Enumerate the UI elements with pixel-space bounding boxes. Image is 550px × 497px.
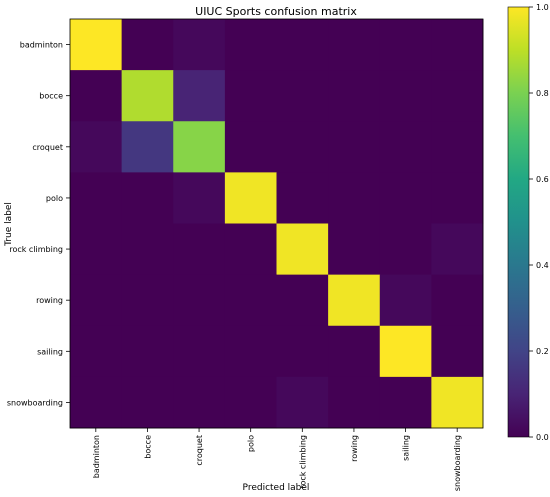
heatmap-cell — [328, 376, 381, 429]
x-tick-label: sailing — [402, 435, 411, 461]
heatmap-cell — [276, 172, 329, 224]
heatmap-cell — [70, 274, 123, 327]
heatmap-cell — [173, 274, 226, 327]
heatmap-cell — [328, 70, 381, 122]
y-tick-label: croquet — [32, 143, 63, 152]
heatmap-cell — [379, 70, 432, 122]
colorbar-ticks: 0.0 0.2 0.4 0.6 0.8 1.0 — [529, 3, 549, 442]
y-tick-label: polo — [46, 194, 63, 203]
heatmap-cell — [173, 223, 226, 276]
heatmap-cell — [224, 325, 277, 378]
heatmap-cell — [276, 325, 329, 378]
colorbar — [507, 6, 530, 438]
heatmap-cell — [431, 325, 484, 378]
heatmap-cell — [121, 121, 174, 173]
heatmap-cell — [328, 325, 381, 378]
heatmap-cell — [328, 223, 381, 276]
heatmap-cell — [328, 274, 381, 327]
heatmap-cell — [276, 121, 329, 173]
heatmap-cell — [431, 19, 484, 71]
x-tick-label: rock climbing — [298, 435, 307, 489]
y-tick-label: bocce — [39, 92, 63, 101]
heatmap-cell — [70, 19, 123, 71]
colorbar-tick-label: 0.6 — [536, 175, 549, 184]
heatmap-cell — [121, 172, 174, 224]
heatmap-cell — [173, 70, 226, 122]
heatmap-cell — [121, 223, 174, 276]
heatmap-cell — [121, 19, 174, 71]
x-tick-label: rowing — [350, 435, 359, 462]
heatmap-cell — [224, 70, 277, 122]
heatmap-cell — [379, 223, 432, 276]
heatmap-cell — [431, 172, 484, 224]
heatmap-cell — [173, 376, 226, 429]
x-axis-label: Predicted label — [243, 483, 310, 493]
heatmap-cell — [328, 172, 381, 224]
heatmap-cell — [276, 223, 329, 276]
colorbar-tick-label: 1.0 — [536, 3, 549, 12]
x-tick-label: polo — [247, 435, 256, 452]
y-tick-label: rock climbing — [9, 245, 63, 254]
heatmap-cell — [379, 121, 432, 173]
heatmap-cell — [276, 274, 329, 327]
heatmap-cell — [224, 274, 277, 327]
heatmap-cell — [276, 70, 329, 122]
chart-title: UIUC Sports confusion matrix — [195, 5, 357, 18]
heatmap-cell — [173, 172, 226, 224]
y-tick-label: sailing — [37, 347, 63, 356]
colorbar-tick-label: 0.2 — [536, 347, 549, 356]
heatmap-cell — [276, 19, 329, 71]
heatmap-cells — [70, 19, 484, 429]
heatmap-cell — [431, 70, 484, 122]
x-tick-label: badminton — [92, 435, 101, 478]
x-tick-label: bocce — [143, 435, 152, 459]
heatmap-cell — [224, 376, 277, 429]
y-axis-label: True label — [4, 202, 14, 247]
heatmap-cell — [70, 70, 123, 122]
x-tick-label: snowboarding — [453, 435, 462, 491]
heatmap-cell — [224, 223, 277, 276]
heatmap-cell — [70, 376, 123, 429]
heatmap-cell — [328, 19, 381, 71]
heatmap-cell — [173, 19, 226, 71]
colorbar-tick-label: 0.4 — [536, 261, 549, 270]
heatmap-cell — [121, 70, 174, 122]
heatmap-cell — [70, 172, 123, 224]
y-tick-label: snowboarding — [7, 398, 63, 407]
heatmap-cell — [431, 121, 484, 173]
heatmap-cell — [431, 223, 484, 276]
heatmap-cell — [121, 376, 174, 429]
heatmap-cell — [379, 172, 432, 224]
heatmap-cell — [379, 376, 432, 429]
heatmap-cell — [173, 325, 226, 378]
x-axis-ticks: badminton bocce croquet polo rock climbing ro… — [92, 428, 462, 491]
heatmap-cell — [431, 274, 484, 327]
heatmap-cell — [70, 121, 123, 173]
colorbar-tick-label: 0.0 — [536, 433, 549, 442]
heatmap-cell — [276, 376, 329, 429]
x-tick-label: croquet — [195, 435, 204, 466]
heatmap-cell — [173, 121, 226, 173]
y-tick-label: rowing — [36, 296, 63, 305]
heatmap-cell — [121, 274, 174, 327]
heatmap-cell — [379, 325, 432, 378]
heatmap-cell — [70, 223, 123, 276]
heatmap-cell — [328, 121, 381, 173]
y-tick-label: badminton — [20, 41, 63, 50]
heatmap-cell — [70, 325, 123, 378]
heatmap-cell — [379, 274, 432, 327]
heatmap-cell — [224, 121, 277, 173]
heatmap-cell — [379, 19, 432, 71]
y-axis-ticks: badminton bocce croquet polo rock climbing ro… — [7, 41, 70, 407]
heatmap-cell — [224, 19, 277, 71]
heatmap-cell — [224, 172, 277, 224]
colorbar-tick-label: 0.8 — [536, 89, 549, 98]
heatmap-cell — [431, 376, 484, 429]
heatmap-cell — [121, 325, 174, 378]
plot-frame — [69, 18, 484, 429]
